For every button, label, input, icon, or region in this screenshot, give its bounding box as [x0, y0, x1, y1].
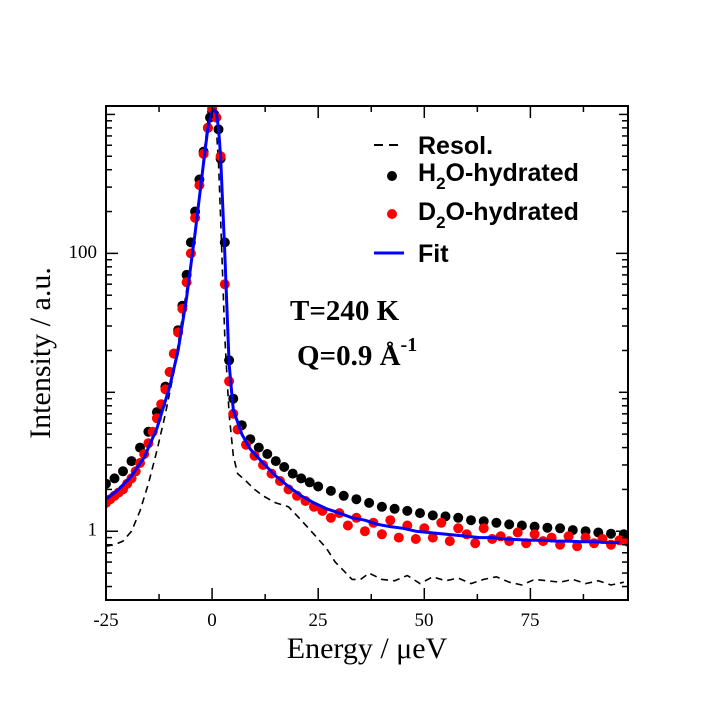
point-h2o-hydrated-40 [364, 497, 375, 508]
plot-area [106, 106, 628, 586]
point-d2o-hydrated-46 [359, 526, 370, 537]
x-tick-label-3: 25 [309, 610, 328, 631]
point-h2o-hydrated-39 [351, 494, 362, 505]
x-tick-label-4: 50 [415, 610, 434, 631]
point-h2o-hydrated-29 [253, 442, 264, 453]
point-h2o-hydrated-59 [606, 528, 616, 539]
point-h2o-hydrated-51 [504, 519, 515, 530]
legend-h2o-marker [387, 171, 397, 181]
point-h2o-hydrated-48 [466, 515, 476, 526]
point-h2o-hydrated-2 [118, 466, 128, 477]
legend-resol-label: Resol. [418, 132, 493, 160]
plot-frame [105, 105, 629, 601]
point-h2o-hydrated-47 [453, 512, 464, 523]
point-d2o-hydrated-70 [563, 531, 574, 542]
point-h2o-hydrated-32 [279, 462, 290, 472]
point-d2o-hydrated-42 [325, 512, 336, 523]
point-h2o-hydrated-1 [109, 473, 120, 484]
point-h2o-hydrated-44 [415, 508, 425, 519]
point-h2o-hydrated-41 [376, 501, 387, 512]
y-tick-label-1: 1 [88, 520, 98, 541]
point-h2o-hydrated-36 [313, 481, 324, 492]
legend-d2o-marker [387, 209, 397, 219]
legend: Resol. H2O-hydrated D2O-hydrated Fit [374, 132, 579, 268]
point-d2o-hydrated-54 [427, 532, 438, 543]
point-d2o-hydrated-72 [580, 532, 591, 543]
point-h2o-hydrated-53 [529, 521, 540, 532]
point-d2o-hydrated-71 [572, 541, 583, 552]
line-fit [106, 108, 620, 544]
point-d2o-hydrated-56 [444, 536, 455, 547]
legend-d2o-label: D2O-hydrated [418, 198, 579, 232]
point-h2o-hydrated-49 [478, 516, 489, 527]
y-axis-title: Intensity / a.u. [24, 267, 57, 439]
x-tick-label-2: 0 [207, 610, 217, 631]
point-d2o-hydrated-64 [512, 527, 523, 538]
point-h2o-hydrated-0 [106, 478, 111, 489]
point-d2o-hydrated-55 [436, 517, 447, 528]
series-fit [106, 108, 620, 544]
point-h2o-hydrated-30 [262, 449, 273, 459]
point-h2o-hydrated-34 [296, 473, 307, 484]
point-h2o-hydrated-38 [338, 490, 349, 501]
point-h2o-hydrated-3 [126, 456, 137, 467]
point-d2o-hydrated-59 [470, 538, 481, 549]
point-h2o-hydrated-43 [402, 505, 413, 516]
point-d2o-hydrated-66 [529, 529, 540, 540]
point-d2o-hydrated-50 [393, 532, 404, 543]
annotation-q-value: Q=0.9 Å-1 [297, 334, 417, 372]
point-h2o-hydrated-35 [304, 477, 315, 488]
annotation-temperature: T=240 K [290, 295, 400, 327]
y-tick-label-100: 100 [69, 242, 98, 263]
point-h2o-hydrated-37 [325, 485, 336, 496]
point-h2o-hydrated-33 [287, 468, 298, 479]
x-axis-title: Energy / μeV [287, 632, 448, 665]
point-d2o-hydrated-44 [342, 520, 353, 531]
point-h2o-hydrated-50 [491, 517, 502, 528]
point-d2o-hydrated-57 [453, 523, 464, 534]
point-d2o-hydrated-52 [410, 534, 421, 544]
x-tick-label-5: 75 [521, 610, 540, 631]
point-h2o-hydrated-31 [270, 456, 281, 467]
point-h2o-hydrated-55 [555, 523, 566, 534]
legend-h2o-label: H2O-hydrated [418, 159, 579, 193]
point-d2o-hydrated-48 [376, 529, 387, 540]
point-h2o-hydrated-45 [427, 510, 438, 521]
point-h2o-hydrated-54 [542, 522, 553, 533]
point-h2o-hydrated-42 [389, 503, 400, 514]
x-tick-label-1: -25 [93, 610, 118, 631]
point-d2o-hydrated-49 [385, 515, 396, 526]
point-d2o-hydrated-60 [478, 523, 489, 534]
legend-fit-label: Fit [418, 240, 449, 268]
